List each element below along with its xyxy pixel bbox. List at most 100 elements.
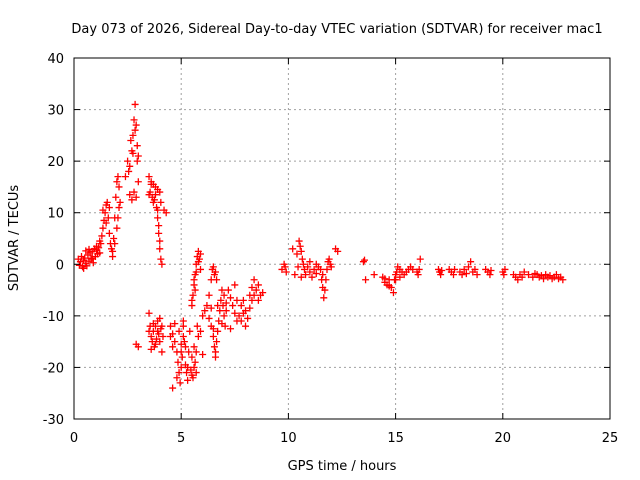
data-point <box>158 260 166 268</box>
data-point <box>212 268 220 276</box>
data-point <box>540 275 548 283</box>
data-point <box>471 265 479 273</box>
x-tick-label: 5 <box>177 431 185 446</box>
data-point <box>216 307 224 315</box>
data-point <box>209 263 217 271</box>
data-point <box>381 275 389 283</box>
data-point <box>310 265 318 273</box>
data-point <box>105 204 113 212</box>
data-point <box>132 193 140 201</box>
data-point <box>188 353 196 361</box>
data-point <box>98 232 106 240</box>
data-point <box>104 214 112 222</box>
data-point <box>320 294 328 302</box>
data-point <box>317 265 325 273</box>
data-point <box>177 340 185 348</box>
data-point <box>189 374 197 382</box>
data-point <box>209 332 217 340</box>
data-point <box>239 309 247 317</box>
data-point <box>156 314 164 322</box>
data-point <box>192 268 200 276</box>
data-point <box>306 258 314 266</box>
data-point <box>414 271 422 279</box>
data-point <box>183 369 191 377</box>
data-point <box>162 209 170 217</box>
data-point <box>155 229 163 237</box>
data-point <box>99 224 107 232</box>
plot-frame <box>73 57 611 420</box>
data-point <box>93 242 101 250</box>
data-point <box>214 302 222 310</box>
data-point <box>188 296 196 304</box>
grid-lines <box>74 58 610 419</box>
data-point <box>177 348 185 356</box>
data-point <box>295 237 303 245</box>
data-point <box>110 235 118 242</box>
data-point <box>213 338 221 346</box>
data-point <box>297 273 305 281</box>
data-point <box>196 265 204 273</box>
data-point <box>259 289 267 297</box>
data-point <box>154 206 162 214</box>
data-point <box>299 260 307 268</box>
data-point <box>199 351 207 359</box>
data-point <box>308 273 316 281</box>
data-point <box>239 296 247 304</box>
data-point <box>145 191 153 199</box>
data-point <box>462 270 470 278</box>
data-point <box>293 250 301 258</box>
data-point <box>116 198 124 206</box>
data-point <box>559 276 567 284</box>
data-point <box>145 173 153 181</box>
data-point <box>166 322 174 330</box>
data-point <box>134 152 142 160</box>
data-point <box>229 302 237 310</box>
data-point <box>169 343 177 351</box>
data-point <box>361 256 369 264</box>
data-point <box>185 348 193 356</box>
data-point <box>80 264 88 272</box>
data-point <box>184 376 192 384</box>
data-point <box>520 268 528 276</box>
data-point <box>294 263 302 271</box>
data-point <box>194 258 202 266</box>
data-point <box>237 302 245 310</box>
data-point <box>233 296 241 304</box>
data-point <box>88 254 96 262</box>
data-point <box>473 271 481 279</box>
data-point <box>149 198 157 206</box>
data-point <box>327 263 335 271</box>
data-point <box>304 263 312 271</box>
data-point <box>218 320 226 328</box>
y-tick-label: -10 <box>43 310 64 325</box>
data-point <box>174 358 182 366</box>
data-point <box>334 247 342 255</box>
data-point <box>224 286 232 294</box>
data-point <box>196 327 204 335</box>
data-point <box>409 265 417 273</box>
data-point <box>190 343 198 351</box>
data-point <box>151 191 159 199</box>
data-point <box>392 276 400 284</box>
data-point <box>193 322 201 330</box>
data-point <box>130 116 138 124</box>
data-point <box>281 263 289 271</box>
data-point <box>133 157 141 165</box>
data-point <box>156 188 164 196</box>
data-point <box>75 261 83 269</box>
data-point <box>128 196 136 204</box>
data-point <box>438 266 446 274</box>
data-point <box>325 255 333 263</box>
data-point <box>134 178 142 186</box>
data-point <box>222 299 230 307</box>
data-point <box>220 291 228 299</box>
data-point <box>186 327 194 335</box>
data-point <box>154 327 162 335</box>
y-tick-label: -20 <box>43 361 64 376</box>
data-point <box>102 219 110 227</box>
data-point <box>169 384 177 392</box>
data-point <box>415 265 423 273</box>
x-tick-label: 25 <box>602 431 619 446</box>
data-point <box>231 309 239 317</box>
